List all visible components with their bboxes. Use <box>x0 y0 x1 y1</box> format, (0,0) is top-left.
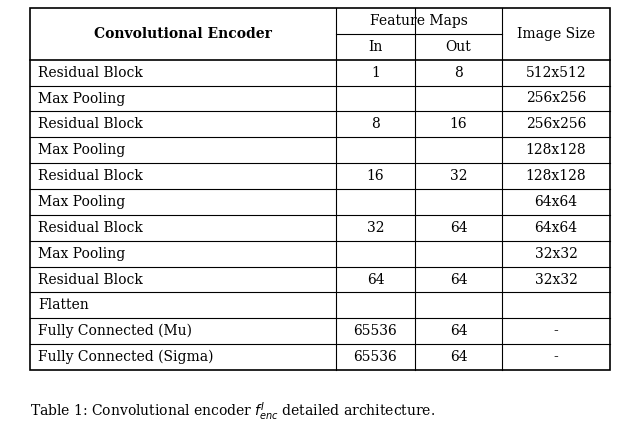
Text: Max Pooling: Max Pooling <box>38 195 125 209</box>
Text: 65536: 65536 <box>354 324 397 338</box>
Text: 32: 32 <box>367 221 384 235</box>
Text: Max Pooling: Max Pooling <box>38 92 125 105</box>
Text: Max Pooling: Max Pooling <box>38 143 125 157</box>
Text: Image Size: Image Size <box>517 27 595 41</box>
Text: Fully Connected (Mu): Fully Connected (Mu) <box>38 324 192 338</box>
Text: 256x256: 256x256 <box>526 118 586 131</box>
Text: Residual Block: Residual Block <box>38 66 143 79</box>
Text: 64x64: 64x64 <box>534 195 577 209</box>
Text: 64: 64 <box>450 221 467 235</box>
Text: 8: 8 <box>454 66 463 79</box>
Text: 64x64: 64x64 <box>534 221 577 235</box>
Text: 64: 64 <box>367 273 384 286</box>
Text: 128x128: 128x128 <box>525 169 586 183</box>
Bar <box>30 8 610 370</box>
Text: 512x512: 512x512 <box>525 66 586 79</box>
Text: 16: 16 <box>367 169 384 183</box>
Text: 32: 32 <box>450 169 467 183</box>
Text: 1: 1 <box>371 66 380 79</box>
Text: Residual Block: Residual Block <box>38 118 143 131</box>
Text: 64: 64 <box>450 324 467 338</box>
Text: 256x256: 256x256 <box>526 92 586 105</box>
Text: Fully Connected (Sigma): Fully Connected (Sigma) <box>38 350 214 364</box>
Text: 64: 64 <box>450 350 467 364</box>
Text: Convolutional Encoder: Convolutional Encoder <box>94 27 272 41</box>
Text: Max Pooling: Max Pooling <box>38 247 125 260</box>
Text: 64: 64 <box>450 273 467 286</box>
Text: -: - <box>554 350 558 364</box>
Text: Residual Block: Residual Block <box>38 273 143 286</box>
Text: In: In <box>368 40 383 54</box>
Text: Residual Block: Residual Block <box>38 221 143 235</box>
Text: Flatten: Flatten <box>38 299 89 312</box>
Text: -: - <box>554 324 558 338</box>
Text: 16: 16 <box>450 118 467 131</box>
Text: Table 1: Convolutional encoder $f_{enc}^{I}$ detailed architecture.: Table 1: Convolutional encoder $f_{enc}^… <box>30 400 435 422</box>
Text: 128x128: 128x128 <box>525 143 586 157</box>
Text: Feature Maps: Feature Maps <box>370 14 468 28</box>
Text: 32x32: 32x32 <box>534 247 577 260</box>
Text: 32x32: 32x32 <box>534 273 577 286</box>
Text: 65536: 65536 <box>354 350 397 364</box>
Text: Out: Out <box>445 40 472 54</box>
Text: Residual Block: Residual Block <box>38 169 143 183</box>
Text: 8: 8 <box>371 118 380 131</box>
